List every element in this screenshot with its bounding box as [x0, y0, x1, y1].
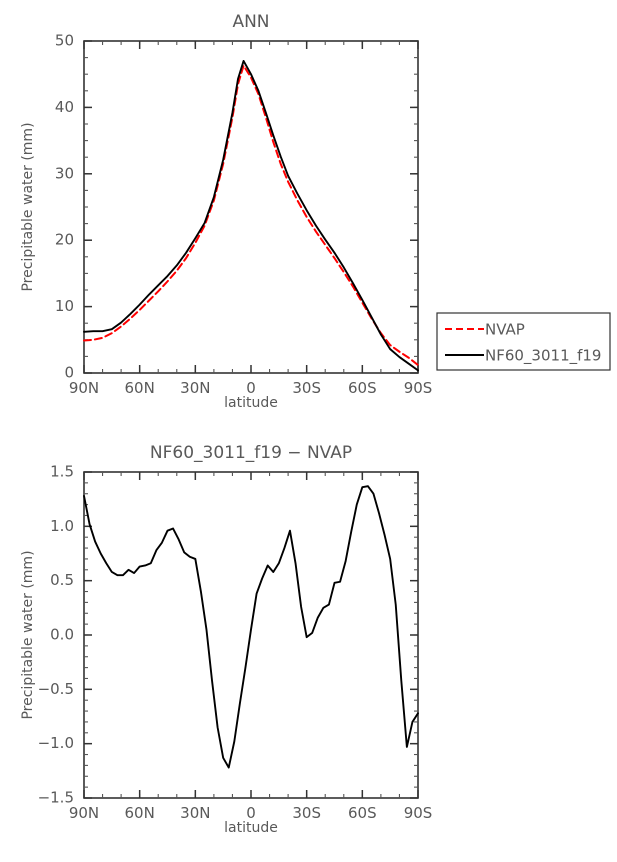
x-tick-label: 90S	[404, 804, 433, 822]
x-axis-top-panel: 90N 60N 30N 0 30S 60S 90S latitude	[69, 41, 432, 411]
y-tick-label: 40	[55, 98, 74, 116]
y-tick-label: 1.0	[50, 517, 74, 535]
x-tick-label: 30S	[292, 804, 321, 822]
x-tick-label: 0	[246, 379, 256, 397]
y-tick-label: 0.0	[50, 626, 74, 644]
y-tick-label: 20	[55, 231, 74, 249]
x-axis-title-bottom-panel: latitude	[224, 820, 278, 836]
y-axis-bottom-panel: −1.5 −1.0 −0.5 0.0 0.5 1.0 1.5 Precipitable wat…	[20, 463, 418, 807]
y-tick-label: 1.5	[50, 463, 74, 481]
x-tick-label: 90N	[69, 379, 99, 397]
plot-frame-top-panel	[83, 40, 419, 374]
y-tick-label: 50	[55, 32, 74, 50]
y-tick-label: −1.0	[38, 734, 74, 752]
series-line-NF60_3011_f19 − NVAP	[83, 485, 419, 769]
series-line-NF60_3011_f19	[83, 59, 419, 372]
y-axis-top-panel: 0 10 20 30 40 50 Precipitable water (mm)	[20, 32, 418, 382]
chart-title-bottom-panel: NF60_3011_f19 − NVAP	[150, 443, 352, 463]
x-tick-label: 60N	[125, 804, 155, 822]
series-line-NVAP	[83, 64, 419, 367]
y-tick-label: 0.5	[50, 571, 74, 589]
y-tick-label: 0	[64, 364, 74, 382]
chart-panel-bottom-panel: NF60_3011_f19 − NVAP 90N 60N 30N 0 30S 60S 90S l…	[20, 443, 432, 836]
x-tick-label: 60S	[348, 804, 377, 822]
x-axis-title-top-panel: latitude	[224, 395, 278, 411]
x-tick-label: 30N	[180, 804, 210, 822]
y-tick-label: −0.5	[38, 680, 74, 698]
legend-label-NVAP: NVAP	[485, 321, 525, 339]
series-group-bottom-panel	[83, 485, 419, 769]
series-group-top-panel	[83, 59, 419, 372]
x-tick-label: 90S	[404, 379, 433, 397]
x-tick-label: 0	[246, 804, 256, 822]
y-axis-title-bottom-panel: Precipitable water (mm)	[20, 550, 36, 719]
chart-title-top-panel: ANN	[232, 12, 269, 32]
y-axis-title-top-panel: Precipitable water (mm)	[20, 122, 36, 291]
x-tick-label: 30N	[180, 379, 210, 397]
x-tick-label: 60S	[348, 379, 377, 397]
legend: NVAP NF60_3011_f19	[436, 312, 611, 371]
x-tick-label: 60N	[125, 379, 155, 397]
y-tick-label: 10	[55, 297, 74, 315]
x-axis-bottom-panel: 90N 60N 30N 0 30S 60S 90S latitude	[69, 472, 432, 836]
legend-label-NF60_3011_f19: NF60_3011_f19	[485, 347, 601, 366]
x-tick-label: 30S	[292, 379, 321, 397]
x-tick-label: 90N	[69, 804, 99, 822]
y-tick-label: −1.5	[38, 789, 74, 807]
legend-box	[436, 312, 611, 371]
y-tick-label: 30	[55, 164, 74, 182]
